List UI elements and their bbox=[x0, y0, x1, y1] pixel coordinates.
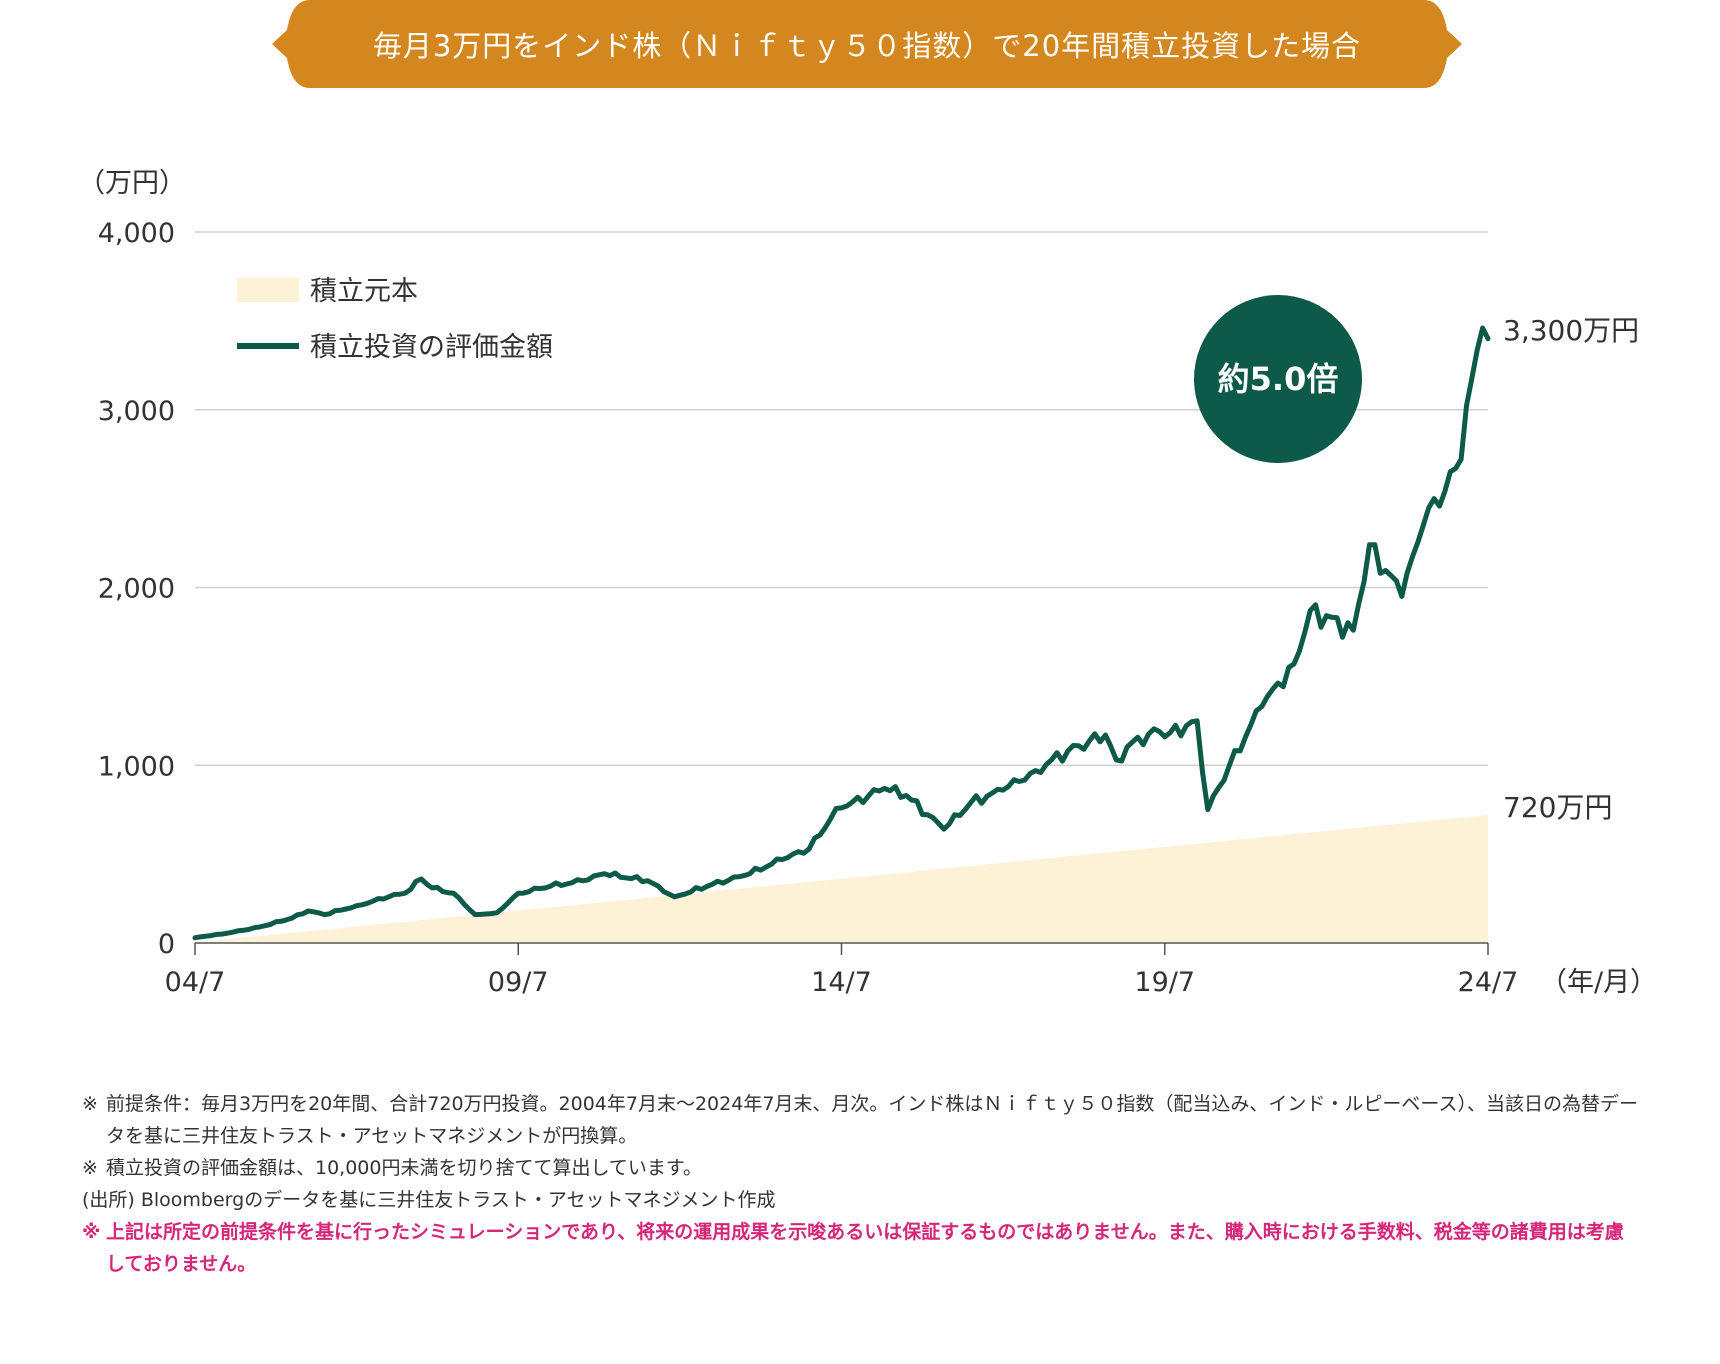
y-tick-label: 2,000 bbox=[98, 574, 175, 605]
y-tick-label: 0 bbox=[158, 929, 175, 960]
footnotes: ※ 前提条件：毎月3万円を20年間、合計720万円投資。2004年7月末～202… bbox=[82, 1088, 1642, 1280]
x-tick-label: 14/7 bbox=[811, 967, 872, 998]
principal-area bbox=[195, 815, 1488, 943]
y-unit-label: （万円） bbox=[78, 168, 186, 199]
x-unit-label: （年/月） bbox=[1540, 967, 1657, 998]
multiplier-badge bbox=[1194, 295, 1362, 463]
note-premise: ※ 前提条件：毎月3万円を20年間、合計720万円投資。2004年7月末～202… bbox=[82, 1093, 1638, 1147]
x-tick-labels: 04/7 09/7 14/7 19/7 24/7 bbox=[165, 967, 1519, 998]
note-source: (出所) Bloombergのデータを基に三井住友トラスト・アセットマネジメント… bbox=[82, 1189, 776, 1211]
end-label-valuation: 3,300万円 bbox=[1503, 314, 1639, 347]
x-tick-label: 04/7 bbox=[165, 967, 226, 998]
valuation-line bbox=[192, 325, 1491, 941]
x-tick-label: 09/7 bbox=[488, 967, 549, 998]
legend-label-principal: 積立元本 bbox=[310, 276, 418, 307]
chart: 0 1,000 2,000 3,000 4,000 04/7 09/7 14/7 19/7 24… bbox=[78, 168, 1657, 998]
multiplier-badge-text: 約5.0倍 bbox=[1218, 360, 1339, 398]
title-banner bbox=[272, 0, 1462, 88]
page-title: 毎月3万円をインド株（Ｎｉｆｔｙ５０指数）で20年間積立投資した場合 bbox=[372, 29, 1362, 63]
end-label-principal: 720万円 bbox=[1503, 791, 1612, 824]
title-banner-shape bbox=[272, 0, 1462, 88]
x-tick-label: 24/7 bbox=[1458, 967, 1519, 998]
note-rounding: ※ 積立投資の評価金額は、10,000円未満を切り捨てて算出しています。 bbox=[82, 1157, 703, 1179]
note-disclaimer: ※ 上記は所定の前提条件を基に行ったシミュレーションであり、将来の運用成果を示唆… bbox=[82, 1221, 1624, 1275]
y-tick-labels: 0 1,000 2,000 3,000 4,000 bbox=[98, 218, 175, 960]
y-tick-label: 4,000 bbox=[98, 218, 175, 249]
y-tick-label: 3,000 bbox=[98, 396, 175, 427]
x-axis bbox=[194, 942, 1489, 955]
legend-swatch-valuation bbox=[237, 343, 299, 349]
y-tick-label: 1,000 bbox=[98, 751, 175, 782]
x-tick-label: 19/7 bbox=[1134, 967, 1195, 998]
legend-swatch-principal bbox=[237, 278, 299, 302]
legend-label-valuation: 積立投資の評価金額 bbox=[310, 332, 553, 363]
